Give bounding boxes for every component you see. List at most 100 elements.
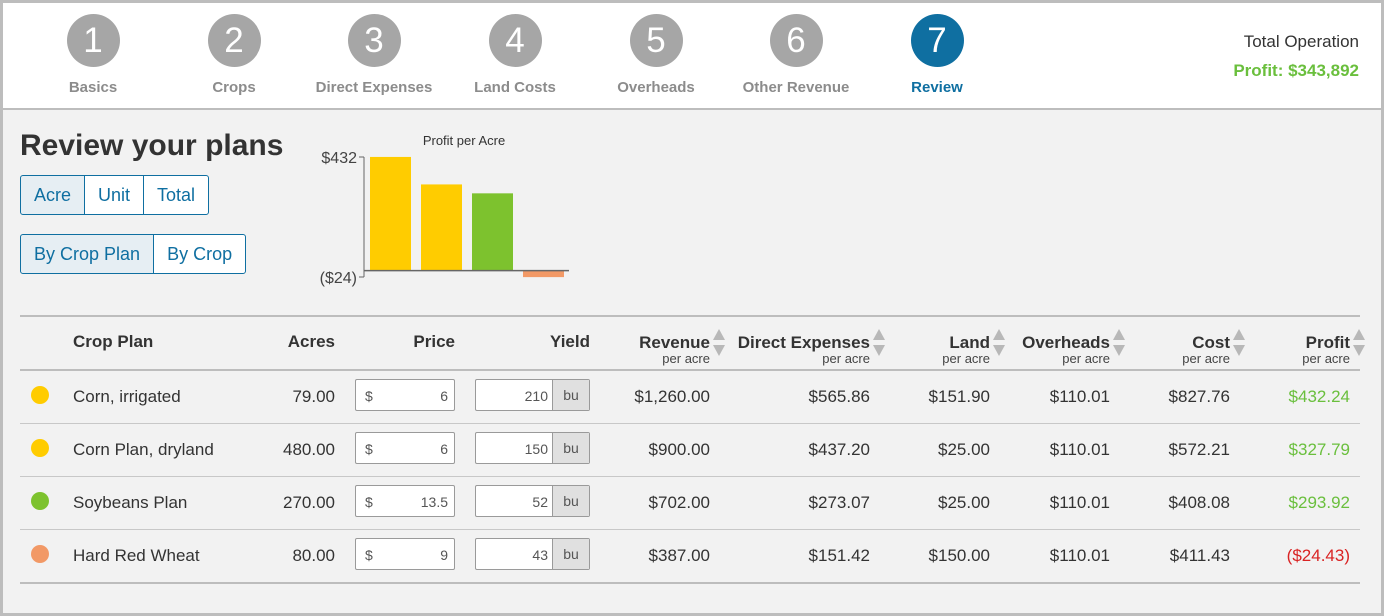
per-acre-label: per acre <box>822 351 870 366</box>
acres-cell: 480.00 <box>283 440 335 459</box>
step-number: 2 <box>207 14 261 67</box>
header-land-label: Land <box>949 333 990 352</box>
price-input[interactable] <box>376 386 450 406</box>
profit-chart: Profit per Acre $432 ($24) <box>303 129 583 294</box>
step-number: 6 <box>769 14 823 67</box>
sort-arrows-icon[interactable] <box>873 329 885 359</box>
price-input[interactable] <box>376 492 450 512</box>
table-row: Corn Plan, dryland 480.00 $ bu $900.00 $43… <box>20 424 1360 477</box>
page-title: Review your plans <box>20 129 284 162</box>
header-direct-expenses[interactable]: Direct Expenses per acre <box>720 333 870 366</box>
header-yield: Yield <box>550 332 590 351</box>
crop-plan-name: Corn, irrigated <box>73 387 181 406</box>
price-input[interactable] <box>376 439 450 459</box>
land-cell: $25.00 <box>938 493 990 512</box>
yield-field[interactable]: bu <box>475 485 590 517</box>
crop-plan-name: Hard Red Wheat <box>73 546 200 565</box>
unit-toggle: Acre Unit Total <box>20 175 210 215</box>
yield-field[interactable]: bu <box>475 538 590 570</box>
crop-color-dot <box>31 492 49 510</box>
yield-unit-label: bu <box>552 539 589 569</box>
step-label: Review <box>911 79 963 96</box>
total-operation-label: Total Operation <box>1243 32 1359 51</box>
unit-button[interactable]: Unit <box>84 175 145 215</box>
yield-input[interactable] <box>480 386 550 406</box>
cost-cell: $411.43 <box>1169 546 1230 565</box>
per-acre-label: per acre <box>942 351 990 366</box>
yield-field[interactable]: bu <box>475 379 590 411</box>
header-price: Price <box>413 332 455 351</box>
revenue-cell: $387.00 <box>648 546 710 565</box>
chart-bar <box>472 193 513 271</box>
crop-plan-table: Crop Plan Acres Price Yield Revenue per … <box>20 315 1365 584</box>
table-row: Soybeans Plan 270.00 $ bu $702.00 $273.07 $… <box>20 477 1360 530</box>
profit-chart-svg: Profit per Acre $432 ($24) <box>320 133 569 287</box>
by-crop-button[interactable]: By Crop <box>153 234 247 274</box>
step-land-costs[interactable]: 4 Land Costs <box>445 14 585 96</box>
header-direct-expenses-label: Direct Expenses <box>737 333 870 352</box>
per-acre-label: per acre <box>662 351 710 366</box>
per-acre-label: per acre <box>1302 351 1350 366</box>
step-review[interactable]: 7 Review <box>867 14 1007 96</box>
land-cell: $25.00 <box>938 440 990 459</box>
currency-symbol: $ <box>365 441 373 457</box>
total-button[interactable]: Total <box>143 175 210 215</box>
yield-unit-label: bu <box>552 380 589 410</box>
price-field[interactable]: $ <box>355 379 455 411</box>
acres-cell: 270.00 <box>283 493 335 512</box>
yield-input[interactable] <box>480 439 550 459</box>
step-number: 7 <box>910 14 964 67</box>
profit-cell: $293.92 <box>1288 493 1350 512</box>
price-field[interactable]: $ <box>355 485 455 517</box>
cost-cell: $408.08 <box>1168 493 1230 512</box>
sort-arrows-icon[interactable] <box>1353 329 1365 359</box>
acres-cell: 79.00 <box>292 387 335 406</box>
cost-cell: $572.21 <box>1168 440 1230 459</box>
step-overheads[interactable]: 5 Overheads <box>586 14 726 96</box>
chart-bar <box>370 156 411 271</box>
header-land[interactable]: Land per acre <box>900 333 990 366</box>
sort-arrows-icon[interactable] <box>713 329 725 359</box>
sort-arrows-icon[interactable] <box>993 329 1005 359</box>
table-body: Corn, irrigated 79.00 $ bu $1,260.00 $565.… <box>20 371 1360 584</box>
step-other-revenue[interactable]: 6 Other Revenue <box>726 14 866 96</box>
header-revenue[interactable]: Revenue per acre <box>610 333 710 366</box>
profit-cell: $327.79 <box>1288 440 1350 459</box>
table-row: Corn, irrigated 79.00 $ bu $1,260.00 $565.… <box>20 371 1360 424</box>
by-crop-plan-button[interactable]: By Crop Plan <box>20 234 155 274</box>
step-direct-expenses[interactable]: 3 Direct Expenses <box>304 14 444 96</box>
direct-expenses-cell: $437.20 <box>808 440 870 459</box>
header-cost[interactable]: Cost per acre <box>1140 333 1230 366</box>
crop-color-dot <box>31 439 49 457</box>
yield-input[interactable] <box>480 545 550 565</box>
table-row: Hard Red Wheat 80.00 $ bu $387.00 $151.42 $… <box>20 530 1360 584</box>
step-crops[interactable]: 2 Crops <box>164 14 304 96</box>
overheads-cell: $110.01 <box>1049 387 1110 406</box>
price-field[interactable]: $ <box>355 432 455 464</box>
crop-color-dot <box>31 386 49 404</box>
acres-cell: 80.00 <box>292 546 335 565</box>
header-overheads[interactable]: Overheads per acre <box>1010 333 1110 366</box>
header-acres: Acres <box>287 332 335 351</box>
yield-input[interactable] <box>480 492 550 512</box>
sort-arrows-icon[interactable] <box>1113 329 1125 359</box>
yield-field[interactable]: bu <box>475 432 590 464</box>
direct-expenses-cell: $565.86 <box>808 387 870 406</box>
land-cell: $150.00 <box>928 546 990 565</box>
step-label: Direct Expenses <box>315 79 433 96</box>
crop-plan-name: Corn Plan, dryland <box>73 440 214 459</box>
acre-button[interactable]: Acre <box>20 175 86 215</box>
revenue-cell: $1,260.00 <box>634 387 710 406</box>
currency-symbol: $ <box>365 547 373 563</box>
chart-bar <box>421 184 462 271</box>
crop-color-dot <box>31 545 49 563</box>
yield-unit-label: bu <box>552 486 589 516</box>
group-toggle: By Crop Plan By Crop <box>20 234 247 274</box>
sort-arrows-icon[interactable] <box>1233 329 1245 359</box>
price-field[interactable]: $ <box>355 538 455 570</box>
step-label: Other Revenue <box>742 79 850 96</box>
header-profit[interactable]: Profit per acre <box>1260 333 1350 366</box>
step-basics[interactable]: 1 Basics <box>23 14 163 96</box>
header-revenue-label: Revenue <box>639 333 710 352</box>
price-input[interactable] <box>376 545 450 565</box>
